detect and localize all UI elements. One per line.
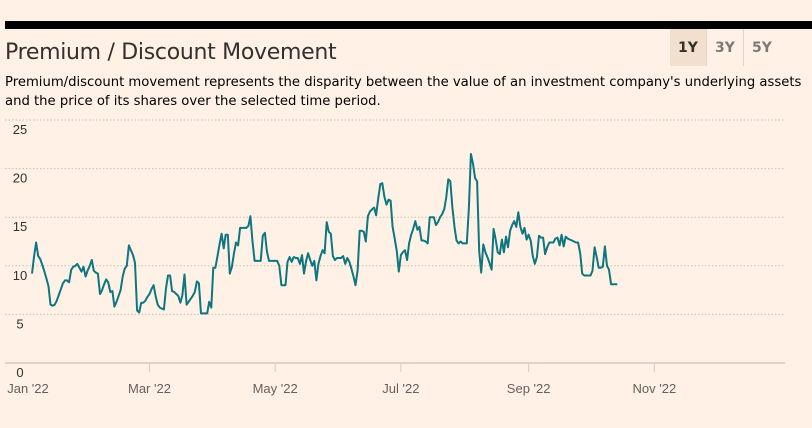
chart-description: Premium/discount movement represents the… [5,75,802,109]
tab-5y[interactable]: 5Y [743,29,780,66]
y-tick-label: 0 [16,365,23,380]
tab-1y[interactable]: 1Y [670,29,706,66]
x-tick-label: Nov '22 [633,381,677,396]
y-tick-label: 15 [13,219,27,234]
y-tick-label: 25 [13,122,27,137]
y-tick-label: 5 [16,316,23,331]
period-tabs: 1Y 3Y 5Y [670,29,780,66]
x-tick-label: Mar '22 [128,381,171,396]
page-title: Premium / Discount Movement [5,40,337,65]
tab-3y[interactable]: 3Y [706,29,743,66]
x-tick-label: May '22 [253,381,298,396]
top-rule [5,21,812,29]
y-tick-label: 10 [13,268,27,283]
y-tick-label: 20 [13,171,27,186]
series-line-premium-discount [31,153,618,315]
x-tick-label: Jan '22 [7,381,49,396]
x-tick-label: Sep '22 [507,381,551,396]
x-tick-label: Jul '22 [382,381,419,396]
